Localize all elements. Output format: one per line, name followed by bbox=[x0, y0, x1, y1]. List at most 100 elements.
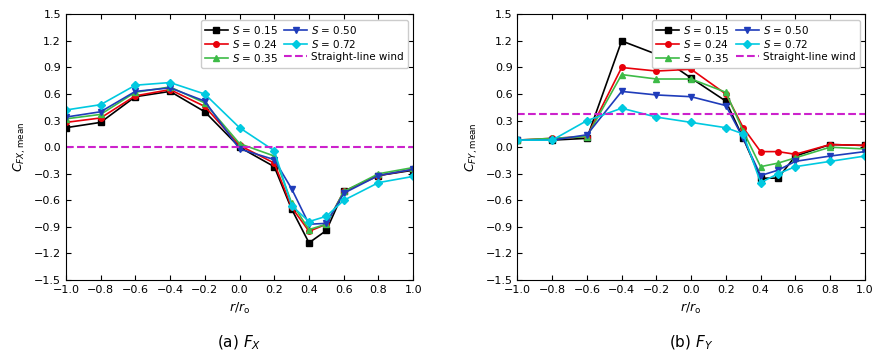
$S$ = 0.72 bbox=[546, 138, 557, 142]
Straight-line wind bbox=[685, 112, 695, 117]
$S$ = 0.35 bbox=[789, 156, 800, 160]
$S$ = 0.72 bbox=[165, 80, 175, 85]
$S$ = 0.35 bbox=[685, 77, 695, 81]
$S$ = 0.35 bbox=[61, 117, 71, 121]
Line: $S$ = 0.72: $S$ = 0.72 bbox=[63, 80, 416, 224]
$S$ = 0.72 bbox=[130, 83, 140, 87]
$S$ = 0.15 bbox=[268, 164, 279, 169]
$S$ = 0.15 bbox=[321, 228, 332, 233]
$S$ = 0.15 bbox=[824, 143, 834, 147]
Line: $S$ = 0.50: $S$ = 0.50 bbox=[514, 89, 866, 178]
$S$ = 0.50 bbox=[286, 187, 296, 191]
$S$ = 0.24 bbox=[859, 143, 869, 148]
$S$ = 0.50 bbox=[199, 99, 210, 103]
$S$ = 0.50 bbox=[738, 136, 748, 140]
$S$ = 0.15 bbox=[286, 207, 296, 211]
$S$ = 0.35 bbox=[720, 90, 731, 94]
$S$ = 0.50 bbox=[339, 191, 349, 195]
$S$ = 0.72 bbox=[199, 92, 210, 96]
$S$ = 0.72 bbox=[859, 154, 869, 158]
Line: $S$ = 0.15: $S$ = 0.15 bbox=[63, 89, 416, 246]
Straight-line wind bbox=[859, 112, 869, 117]
$S$ = 0.35 bbox=[339, 189, 349, 194]
$S$ = 0.15 bbox=[720, 99, 731, 103]
$S$ = 0.35 bbox=[546, 136, 557, 140]
$S$ = 0.35 bbox=[303, 227, 314, 232]
$S$ = 0.24 bbox=[772, 149, 782, 154]
X-axis label: $r/r_{\mathrm{o}}$: $r/r_{\mathrm{o}}$ bbox=[680, 300, 701, 316]
Line: $S$ = 0.72: $S$ = 0.72 bbox=[514, 106, 866, 185]
X-axis label: $r/r_{\mathrm{o}}$: $r/r_{\mathrm{o}}$ bbox=[229, 300, 250, 316]
$S$ = 0.35 bbox=[199, 101, 210, 105]
$S$ = 0.72 bbox=[685, 120, 695, 125]
$S$ = 0.15 bbox=[339, 189, 349, 194]
$S$ = 0.72 bbox=[772, 172, 782, 176]
$S$ = 0.50 bbox=[373, 173, 383, 178]
$S$ = 0.24 bbox=[286, 205, 296, 210]
$S$ = 0.50 bbox=[61, 115, 71, 119]
$S$ = 0.24 bbox=[165, 88, 175, 92]
$S$ = 0.50 bbox=[165, 86, 175, 90]
$S$ = 0.24 bbox=[616, 65, 626, 70]
$S$ = 0.24 bbox=[61, 120, 71, 125]
$S$ = 0.50 bbox=[685, 94, 695, 99]
$S$ = 0.24 bbox=[738, 126, 748, 130]
$S$ = 0.72 bbox=[616, 106, 626, 110]
$S$ = 0.50 bbox=[546, 138, 557, 142]
$S$ = 0.24 bbox=[303, 229, 314, 233]
$S$ = 0.72 bbox=[651, 115, 661, 119]
$S$ = 0.24 bbox=[651, 69, 661, 73]
$S$ = 0.24 bbox=[408, 167, 418, 172]
$S$ = 0.15 bbox=[651, 52, 661, 56]
$S$ = 0.15 bbox=[199, 109, 210, 114]
$S$ = 0.35 bbox=[651, 77, 661, 81]
$S$ = 0.72 bbox=[268, 149, 279, 153]
Straight-line wind bbox=[234, 145, 245, 149]
$S$ = 0.24 bbox=[199, 104, 210, 109]
$S$ = 0.35 bbox=[321, 222, 332, 227]
$S$ = 0.50 bbox=[303, 222, 314, 227]
$S$ = 0.24 bbox=[130, 94, 140, 98]
$S$ = 0.35 bbox=[165, 85, 175, 89]
$S$ = 0.15 bbox=[511, 138, 522, 142]
Line: $S$ = 0.24: $S$ = 0.24 bbox=[514, 65, 866, 157]
$S$ = 0.15 bbox=[61, 126, 71, 130]
$S$ = 0.50 bbox=[234, 147, 245, 151]
$S$ = 0.72 bbox=[303, 219, 314, 224]
$S$ = 0.24 bbox=[685, 67, 695, 71]
Line: $S$ = 0.35: $S$ = 0.35 bbox=[514, 72, 866, 169]
$S$ = 0.35 bbox=[234, 141, 245, 146]
$S$ = 0.24 bbox=[511, 138, 522, 142]
$S$ = 0.35 bbox=[859, 147, 869, 151]
$S$ = 0.72 bbox=[738, 132, 748, 136]
Line: $S$ = 0.15: $S$ = 0.15 bbox=[514, 38, 866, 181]
$S$ = 0.72 bbox=[581, 118, 591, 123]
$S$ = 0.50 bbox=[96, 109, 106, 114]
$S$ = 0.24 bbox=[321, 222, 332, 227]
Line: $S$ = 0.50: $S$ = 0.50 bbox=[63, 85, 416, 227]
$S$ = 0.35 bbox=[581, 134, 591, 139]
$S$ = 0.15 bbox=[772, 176, 782, 180]
$S$ = 0.15 bbox=[754, 176, 765, 180]
$S$ = 0.15 bbox=[859, 143, 869, 148]
$S$ = 0.72 bbox=[720, 126, 731, 130]
$S$ = 0.15 bbox=[165, 89, 175, 94]
Line: $S$ = 0.24: $S$ = 0.24 bbox=[63, 87, 416, 234]
$S$ = 0.35 bbox=[616, 73, 626, 77]
$S$ = 0.35 bbox=[772, 161, 782, 165]
$S$ = 0.72 bbox=[339, 198, 349, 202]
$S$ = 0.15 bbox=[685, 76, 695, 80]
$S$ = 0.50 bbox=[772, 168, 782, 172]
$S$ = 0.15 bbox=[738, 136, 748, 140]
$S$ = 0.24 bbox=[546, 136, 557, 140]
$S$ = 0.35 bbox=[754, 164, 765, 169]
$S$ = 0.24 bbox=[824, 143, 834, 147]
$S$ = 0.15 bbox=[408, 168, 418, 172]
Y-axis label: $C_{FY,\mathrm{mean}}$: $C_{FY,\mathrm{mean}}$ bbox=[463, 122, 480, 172]
$S$ = 0.15 bbox=[130, 94, 140, 99]
$S$ = 0.15 bbox=[789, 154, 800, 158]
$S$ = 0.24 bbox=[754, 149, 765, 154]
$S$ = 0.50 bbox=[408, 167, 418, 172]
$S$ = 0.50 bbox=[321, 221, 332, 225]
$S$ = 0.72 bbox=[824, 159, 834, 163]
